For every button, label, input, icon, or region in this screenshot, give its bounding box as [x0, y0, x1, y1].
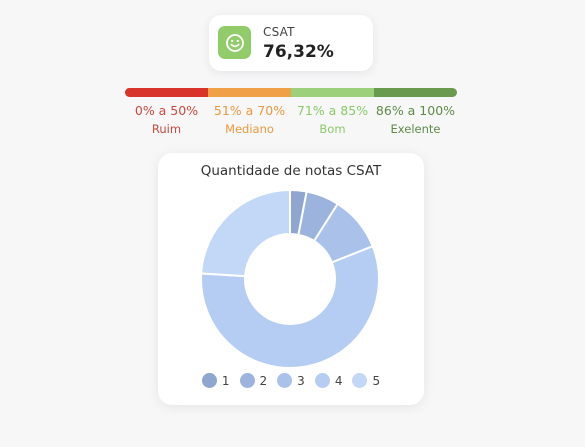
- scale-bar: [291, 88, 374, 97]
- legend-marker: [352, 373, 368, 388]
- scale-range: 71% a 85%: [296, 103, 369, 118]
- chart-card: Quantidade de notas CSAT 1 2 3 4 5: [158, 153, 424, 405]
- scale-segment: 86% a 100% Exelente: [374, 88, 457, 136]
- csat-title: CSAT: [263, 25, 295, 39]
- scale-bar: [208, 88, 291, 97]
- donut-slice-4[interactable]: [200, 244, 380, 369]
- legend-label: 3: [297, 373, 305, 388]
- scale-range: 0% a 50%: [134, 103, 199, 118]
- scale-name: Ruim: [151, 122, 182, 136]
- scale-bar: [374, 88, 457, 97]
- legend-item-1[interactable]: 1: [201, 373, 230, 388]
- legend-marker: [201, 373, 217, 388]
- legend-label: 2: [259, 373, 268, 388]
- csat-scale: 0% a 50% Ruim 51% a 70% Mediano 71% a 85% Bom…: [125, 88, 457, 136]
- legend-marker: [277, 373, 293, 388]
- donut-chart: [200, 189, 380, 369]
- legend-label: 4: [334, 373, 343, 388]
- csat-value: 76,32%: [263, 42, 334, 62]
- scale-name: Exelente: [390, 122, 441, 136]
- legend-item-4[interactable]: 4: [314, 373, 343, 388]
- legend-label: 5: [372, 373, 381, 388]
- scale-segment: 0% a 50% Ruim: [125, 88, 208, 136]
- scale-bar: [125, 88, 208, 97]
- csat-card: CSAT 76,32%: [209, 15, 373, 71]
- donut-slice-5[interactable]: [200, 189, 291, 278]
- chart-title: Quantidade de notas CSAT: [200, 163, 382, 179]
- scale-name: Bom: [319, 122, 346, 136]
- legend-label: 1: [221, 373, 230, 388]
- chart-legend: 1 2 3 4 5: [158, 373, 424, 388]
- legend-item-3[interactable]: 3: [277, 373, 305, 388]
- scale-range: 51% a 70%: [213, 103, 286, 118]
- scale-segment: 51% a 70% Mediano: [208, 88, 291, 136]
- scale-range: 86% a 100%: [375, 103, 456, 118]
- smiley-icon: [218, 26, 251, 59]
- legend-marker: [314, 373, 330, 388]
- legend-item-2[interactable]: 2: [239, 373, 268, 388]
- scale-segment: 71% a 85% Bom: [291, 88, 374, 136]
- scale-name: Mediano: [225, 122, 274, 136]
- legend-marker: [239, 373, 255, 388]
- legend-item-5[interactable]: 5: [352, 373, 380, 388]
